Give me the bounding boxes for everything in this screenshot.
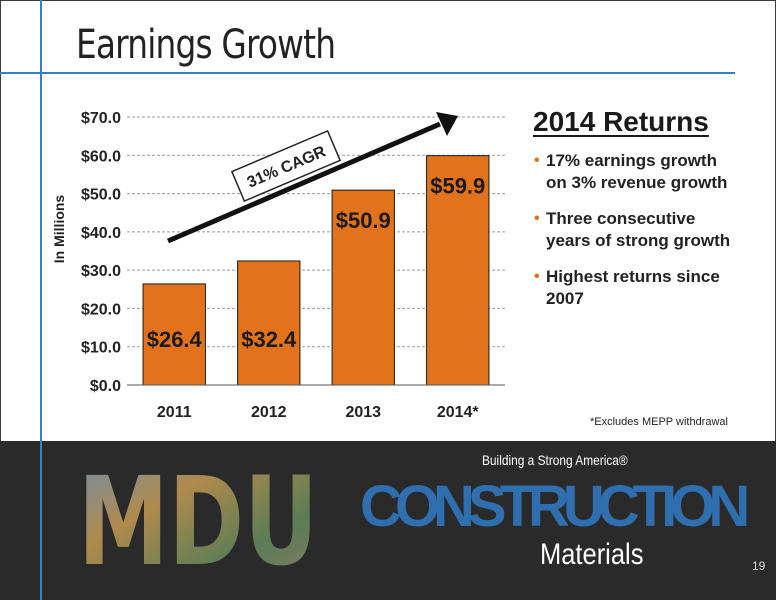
accent-horizontal-line <box>0 72 735 74</box>
chart-y-tick-label: $50.0 <box>81 187 121 204</box>
chart-x-tick-label: 2013 <box>345 404 381 421</box>
chart-bar <box>426 155 490 386</box>
footnote: *Excludes MEPP withdrawal <box>590 416 728 428</box>
returns-bullet: Three consecutive years of strong growth <box>534 208 734 252</box>
returns-bullet: Highest returns since 2007 <box>534 266 734 310</box>
chart-x-tick-labels: 2011 2012 2013 2014* <box>157 404 480 421</box>
chart-x-tick-label: 2014* <box>437 404 480 421</box>
slide-title: Earnings Growth <box>76 22 336 68</box>
chart-y-tick-labels: $0.0 $10.0 $20.0 $30.0 $40.0 $50.0 $60.0 $70.0 <box>81 110 121 395</box>
chart-data-label: $50.9 <box>336 208 391 233</box>
footer-band <box>0 441 776 600</box>
earnings-bar-chart: $0.0$10.0$20.0$30.0$40.0$50.0$60.0$70.0 … <box>51 110 505 421</box>
chart-y-tick-label: $0.0 <box>90 378 121 395</box>
mdu-logo: MDU <box>78 464 318 574</box>
chart-y-tick-label: $10.0 <box>81 340 121 357</box>
cagr-arrow <box>167 112 458 244</box>
chart-bar <box>331 189 395 386</box>
chart-y-tick-label: $40.0 <box>81 225 121 242</box>
chart-y-tick-label: $30.0 <box>81 263 121 280</box>
chart-y-tick-label: $20.0 <box>81 301 121 318</box>
footer-accent-line <box>40 441 42 600</box>
accent-vertical-line <box>40 0 42 600</box>
chart-data-label: $59.9 <box>430 174 485 199</box>
chart-data-labels: $26.4 $32.4 $50.9 $59.9 <box>147 174 486 352</box>
chart-x-tick-label: 2011 <box>157 404 192 421</box>
chart-y-tick-label: $70.0 <box>81 110 121 127</box>
chart-y-tick-label: $60.0 <box>81 148 121 165</box>
mdu-logo-letters: MDU <box>78 464 318 574</box>
chart-x-tick-label: 2012 <box>251 404 287 421</box>
chart-bar <box>237 260 301 386</box>
returns-title: 2014 Returns <box>533 106 709 137</box>
chart-data-label: $32.4 <box>241 327 297 352</box>
materials-wordmark: Materials <box>540 538 644 571</box>
returns-bullet-list: 17% earnings growth on 3% revenue growth… <box>534 150 734 324</box>
page-number: 19 <box>752 559 766 573</box>
footer-tagline: Building a Strong America® <box>482 452 628 468</box>
chart-data-label: $26.4 <box>147 327 203 352</box>
chart-bars <box>142 155 490 386</box>
returns-bullet: 17% earnings growth on 3% revenue growth <box>534 150 734 194</box>
construction-wordmark: CONSTRUCTION <box>360 474 750 539</box>
chart-y-axis-label: In Millions <box>51 195 67 264</box>
